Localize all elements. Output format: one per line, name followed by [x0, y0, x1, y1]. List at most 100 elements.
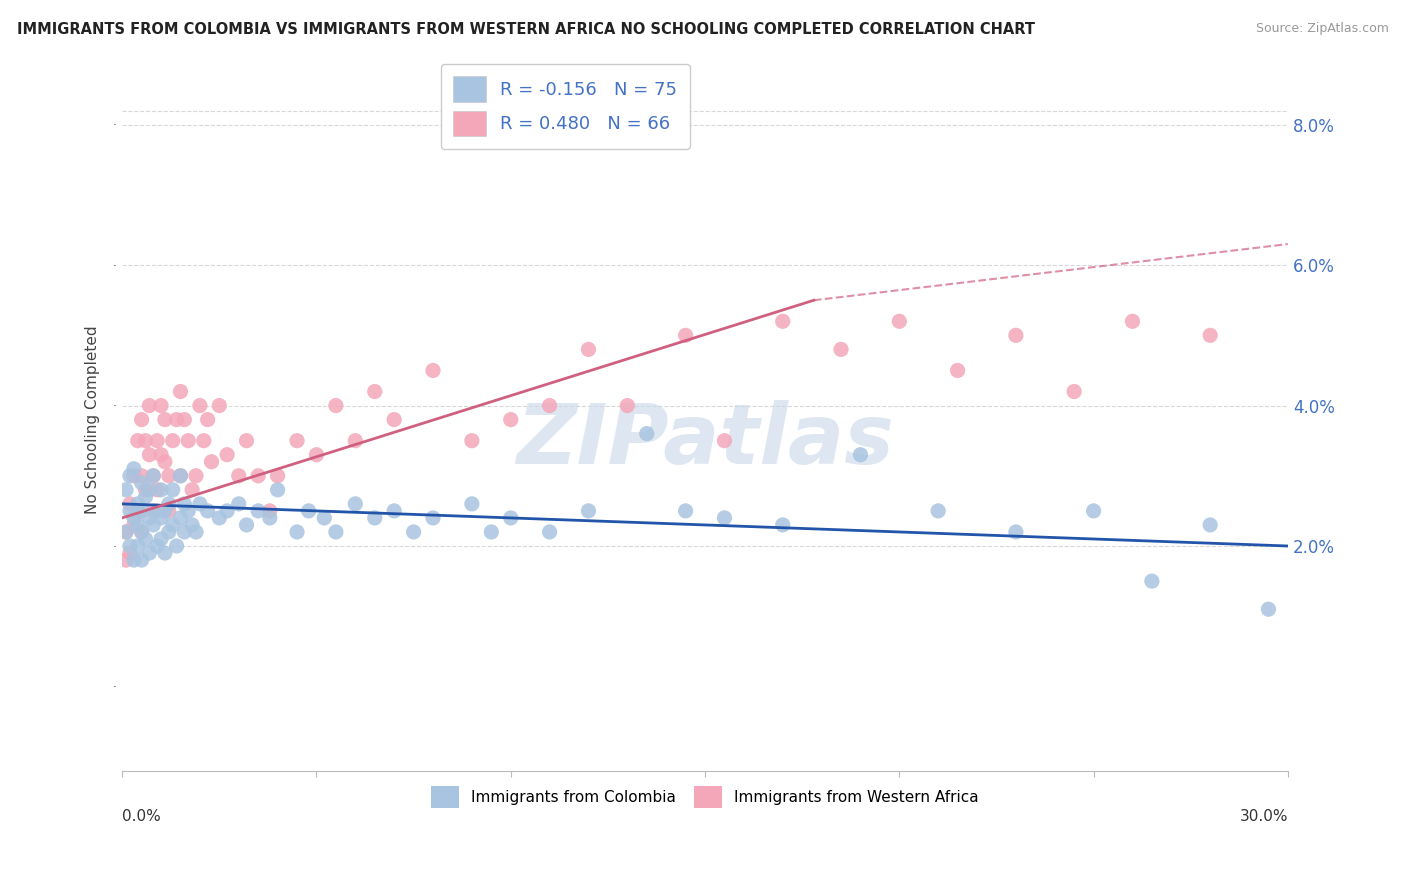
- Point: [235, 434, 257, 448]
- Point: [259, 504, 281, 518]
- Point: [830, 343, 852, 357]
- Point: [713, 434, 735, 448]
- Point: [153, 412, 176, 426]
- Point: [382, 504, 405, 518]
- Point: [578, 343, 600, 357]
- Point: [150, 511, 173, 525]
- Point: [162, 434, 184, 448]
- Point: [217, 448, 239, 462]
- Point: [675, 328, 697, 343]
- Text: 30.0%: 30.0%: [1240, 809, 1288, 824]
- Point: [169, 468, 191, 483]
- Point: [131, 524, 153, 539]
- Text: Source: ZipAtlas.com: Source: ZipAtlas.com: [1256, 22, 1389, 36]
- Point: [142, 504, 165, 518]
- Point: [197, 412, 219, 426]
- Point: [169, 384, 191, 399]
- Point: [1063, 384, 1085, 399]
- Point: [134, 490, 156, 504]
- Point: [131, 412, 153, 426]
- Point: [131, 504, 153, 518]
- Point: [636, 426, 658, 441]
- Point: [772, 314, 794, 328]
- Point: [344, 434, 367, 448]
- Point: [184, 468, 207, 483]
- Point: [127, 517, 149, 532]
- Point: [538, 399, 561, 413]
- Point: [115, 524, 138, 539]
- Point: [153, 546, 176, 560]
- Point: [188, 497, 211, 511]
- Point: [285, 434, 308, 448]
- Point: [266, 483, 288, 497]
- Point: [134, 483, 156, 497]
- Point: [177, 434, 200, 448]
- Point: [228, 468, 250, 483]
- Point: [1005, 328, 1028, 343]
- Legend: Immigrants from Colombia, Immigrants from Western Africa: Immigrants from Colombia, Immigrants fro…: [423, 779, 987, 815]
- Point: [146, 504, 169, 518]
- Point: [127, 497, 149, 511]
- Point: [538, 524, 561, 539]
- Point: [1199, 517, 1222, 532]
- Text: ZIPatlas: ZIPatlas: [516, 401, 894, 481]
- Point: [115, 524, 138, 539]
- Point: [138, 448, 160, 462]
- Text: 0.0%: 0.0%: [122, 809, 160, 824]
- Point: [1257, 602, 1279, 616]
- Point: [200, 455, 222, 469]
- Point: [314, 511, 336, 525]
- Point: [157, 497, 180, 511]
- Point: [402, 524, 425, 539]
- Point: [138, 399, 160, 413]
- Point: [127, 434, 149, 448]
- Point: [325, 524, 347, 539]
- Point: [364, 511, 387, 525]
- Point: [153, 504, 176, 518]
- Point: [138, 546, 160, 560]
- Point: [118, 539, 141, 553]
- Point: [946, 363, 969, 377]
- Point: [499, 511, 522, 525]
- Point: [131, 553, 153, 567]
- Point: [499, 412, 522, 426]
- Point: [235, 517, 257, 532]
- Point: [118, 504, 141, 518]
- Point: [247, 468, 270, 483]
- Point: [259, 511, 281, 525]
- Point: [889, 314, 911, 328]
- Point: [173, 412, 195, 426]
- Point: [305, 448, 328, 462]
- Point: [298, 504, 321, 518]
- Point: [134, 434, 156, 448]
- Point: [208, 399, 231, 413]
- Point: [461, 497, 484, 511]
- Point: [142, 468, 165, 483]
- Point: [1083, 504, 1105, 518]
- Point: [344, 497, 367, 511]
- Point: [131, 468, 153, 483]
- Point: [173, 524, 195, 539]
- Point: [266, 468, 288, 483]
- Point: [122, 511, 145, 525]
- Point: [713, 511, 735, 525]
- Point: [146, 539, 169, 553]
- Point: [115, 553, 138, 567]
- Point: [325, 399, 347, 413]
- Point: [616, 399, 638, 413]
- Point: [461, 434, 484, 448]
- Point: [247, 504, 270, 518]
- Point: [422, 511, 444, 525]
- Point: [772, 517, 794, 532]
- Point: [118, 497, 141, 511]
- Point: [228, 497, 250, 511]
- Point: [1140, 574, 1163, 588]
- Point: [181, 483, 204, 497]
- Point: [285, 524, 308, 539]
- Point: [150, 399, 173, 413]
- Point: [122, 468, 145, 483]
- Point: [122, 517, 145, 532]
- Point: [157, 468, 180, 483]
- Point: [364, 384, 387, 399]
- Point: [197, 504, 219, 518]
